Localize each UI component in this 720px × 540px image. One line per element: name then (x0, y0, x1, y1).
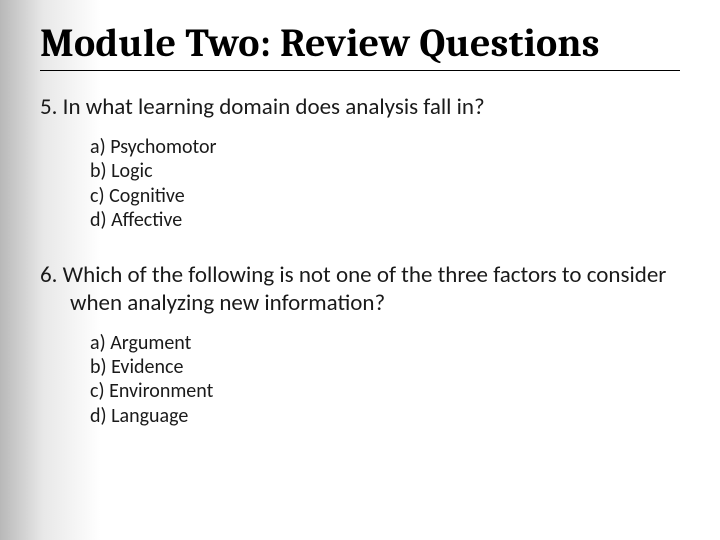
question-number: 5. (40, 93, 57, 121)
options-list: a) Argument b) Evidence c) Environment d… (90, 331, 680, 429)
option-text: Affective (111, 208, 182, 232)
slide: Module Two: Review Questions 5. In what … (0, 0, 720, 540)
option-text: Argument (110, 331, 191, 355)
option-letter: c) (90, 379, 105, 403)
option-text: Environment (109, 379, 213, 403)
option-c: c) Cognitive (90, 184, 680, 208)
option-a: a) Argument (90, 331, 680, 355)
question-block-6: 6. Which of the following is not one of … (40, 261, 680, 429)
question-text: 5. In what learning domain does analysis… (40, 93, 680, 121)
option-letter: d) (90, 208, 107, 232)
option-d: d) Affective (90, 208, 680, 232)
option-letter: a) (90, 331, 106, 355)
options-list: a) Psychomotor b) Logic c) Cognitive d) … (90, 135, 680, 233)
question-body: Which of the following is not one of the… (63, 261, 667, 317)
option-a: a) Psychomotor (90, 135, 680, 159)
option-text: Logic (111, 159, 152, 183)
option-text: Psychomotor (110, 135, 216, 159)
option-b: b) Evidence (90, 355, 680, 379)
option-d: d) Language (90, 404, 680, 428)
option-letter: d) (90, 404, 107, 428)
question-text: 6. Which of the following is not one of … (40, 261, 680, 317)
option-text: Evidence (111, 355, 183, 379)
question-body: In what learning domain does analysis fa… (63, 93, 485, 121)
question-block-5: 5. In what learning domain does analysis… (40, 93, 680, 233)
option-b: b) Logic (90, 159, 680, 183)
slide-title: Module Two: Review Questions (40, 20, 680, 71)
option-text: Cognitive (109, 184, 185, 208)
option-letter: a) (90, 135, 106, 159)
question-number: 6. (40, 261, 57, 289)
option-letter: c) (90, 184, 105, 208)
option-letter: b) (90, 355, 107, 379)
option-c: c) Environment (90, 379, 680, 403)
option-letter: b) (90, 159, 107, 183)
option-text: Language (111, 404, 188, 428)
